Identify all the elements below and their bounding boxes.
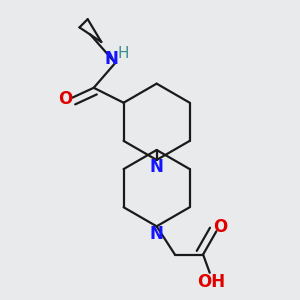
Text: O: O bbox=[58, 90, 72, 108]
Text: H: H bbox=[118, 46, 129, 61]
Text: O: O bbox=[213, 218, 227, 236]
Text: N: N bbox=[150, 225, 164, 243]
Text: OH: OH bbox=[197, 273, 225, 291]
Text: N: N bbox=[104, 50, 118, 68]
Text: N: N bbox=[150, 158, 164, 176]
